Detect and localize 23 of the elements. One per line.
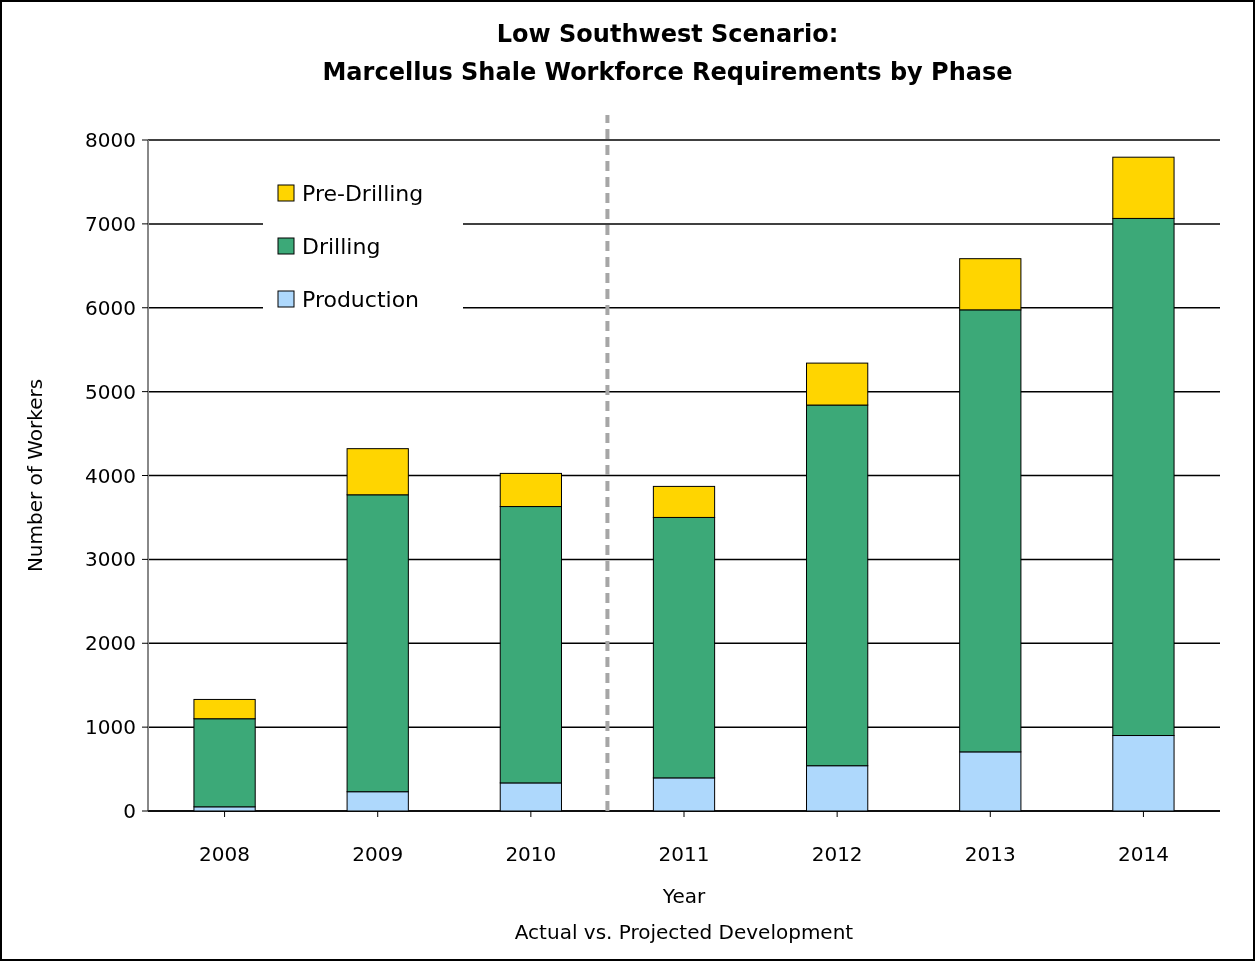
- x-tick-label: 2009: [352, 842, 404, 866]
- legend-label: Production: [302, 287, 420, 312]
- x-tick-label: 2012: [811, 842, 863, 866]
- y-tick-label: 2000: [85, 631, 136, 656]
- x-tick-label: 2014: [1117, 842, 1169, 866]
- y-tick-label: 0: [123, 799, 136, 823]
- y-tick-label: 3000: [85, 547, 136, 572]
- text: Actual vs. Projected Development: [514, 920, 854, 944]
- y-tick-label: 7000: [85, 211, 136, 236]
- x-tick-label: 2008: [199, 842, 251, 866]
- legend-label: Pre-Drilling: [302, 181, 424, 206]
- legend-label: Drilling: [302, 234, 381, 259]
- y-tick-label: 8000: [85, 128, 136, 152]
- x-tick-label: 2011: [658, 842, 710, 866]
- chart-title: Low Southwest Scenario: Marcellus Shale Workforce Requirements by Phase: [322, 20, 1013, 86]
- y-tick-label: 5000: [85, 379, 136, 404]
- y-tick-label: 6000: [85, 295, 136, 320]
- x-axis-title: Year: [661, 884, 706, 908]
- y-axis-title: Number of Workers: [23, 378, 47, 573]
- x-tick-label: 2013: [964, 842, 1016, 866]
- y-tick-label: 1000: [85, 715, 136, 740]
- x-tick-label: 2010: [505, 842, 557, 866]
- y-tick-label: 4000: [85, 463, 136, 488]
